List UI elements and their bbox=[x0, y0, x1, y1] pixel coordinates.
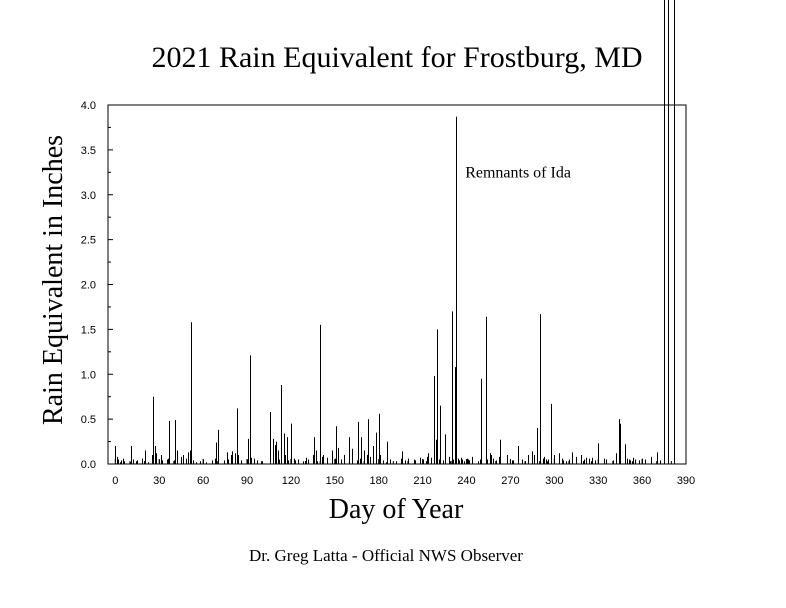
x-tick-label: 330 bbox=[589, 475, 607, 487]
x-tick-label: 0 bbox=[112, 475, 118, 487]
x-tick-label: 120 bbox=[282, 475, 300, 487]
annotation-remnants-of-ida: Remnants of Ida bbox=[465, 164, 571, 181]
credit-text: Dr. Greg Latta - Official NWS Observer bbox=[249, 546, 523, 565]
plot-frame bbox=[107, 104, 687, 465]
y-tick-label: 0.5 bbox=[81, 414, 96, 426]
y-axis-label: Rain Equivalent in Inches bbox=[38, 135, 69, 425]
x-tick-label: 90 bbox=[241, 475, 253, 487]
x-axis-ticks: 0 30 60 90 120 150 180 210 240 270 300 330 360 390 bbox=[112, 459, 695, 487]
x-axis-label: Day of Year bbox=[329, 494, 464, 525]
x-tick-label: 240 bbox=[457, 475, 475, 487]
x-tick-label: 30 bbox=[153, 475, 165, 487]
y-tick-label: 3.5 bbox=[81, 145, 96, 157]
x-tick-label: 60 bbox=[197, 475, 209, 487]
x-tick-label: 300 bbox=[545, 475, 563, 487]
bar-series bbox=[115, 0, 675, 464]
y-tick-label: 0.0 bbox=[81, 459, 96, 471]
y-tick-label: 3.0 bbox=[81, 190, 96, 202]
y-tick-label: 2.0 bbox=[81, 280, 96, 292]
y-tick-label: 1.0 bbox=[81, 369, 96, 381]
x-tick-label: 360 bbox=[633, 475, 651, 487]
x-tick-label: 150 bbox=[326, 475, 344, 487]
x-tick-label: 270 bbox=[501, 475, 519, 487]
y-axis-ticks: 0.0 0.5 1.0 1.5 2.0 2.5 3.0 3.5 4.0 bbox=[81, 100, 113, 471]
chart-title: 2021 Rain Equivalent for Frostburg, MD bbox=[151, 41, 642, 74]
y-tick-label: 4.0 bbox=[81, 100, 96, 112]
x-tick-label: 390 bbox=[677, 475, 695, 487]
x-tick-label: 210 bbox=[413, 475, 431, 487]
y-tick-label: 1.5 bbox=[81, 324, 96, 336]
y-tick-label: 2.5 bbox=[81, 235, 96, 247]
x-tick-label: 180 bbox=[370, 475, 388, 487]
